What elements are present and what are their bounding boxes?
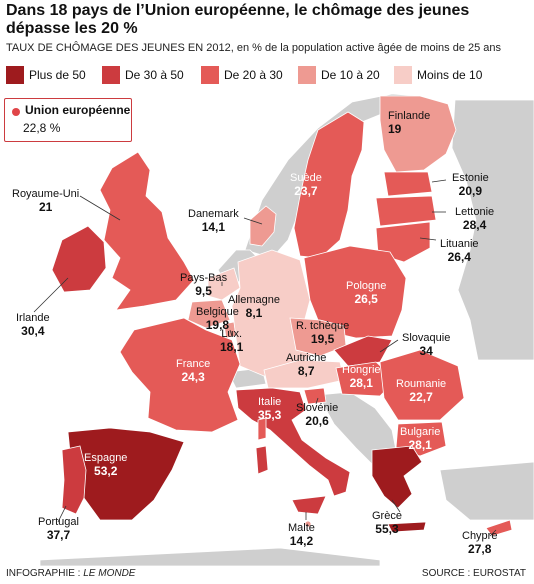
country-royaumeuni — [99, 151, 195, 311]
label-paysbas: Pays-Bas 9,5 — [180, 272, 228, 298]
label-rtcheque: R. tchèque 19,5 — [296, 320, 350, 346]
label-slovenie: Slovénie 20,6 — [296, 402, 339, 428]
label-portugal: Portugal 37,7 — [38, 516, 79, 542]
eu-name: Union européenne — [25, 103, 131, 117]
label-lituanie: Lituanie 26,4 — [440, 238, 479, 264]
country-grece — [371, 445, 423, 509]
legend-swatch — [102, 66, 120, 84]
country-pologne — [303, 245, 407, 339]
label-hongrie: Hongrie 28,1 — [342, 364, 381, 390]
legend-swatch — [6, 66, 24, 84]
label-danemark: Danemark 14,1 — [188, 208, 239, 234]
leader-royaumeuni — [79, 195, 121, 221]
country-portugal — [61, 445, 87, 515]
country-finlande — [379, 95, 457, 173]
legend-label: De 10 à 20 — [321, 68, 380, 82]
country-roumanie — [379, 349, 465, 421]
label-roumanie: Roumanie 22,7 — [396, 378, 447, 404]
country-suede — [293, 111, 365, 259]
leader-slovaquie — [379, 339, 399, 353]
country-grece-crete — [387, 521, 427, 533]
label-lettonie: Lettonie 28,4 — [455, 206, 495, 232]
label-slovaquie: Slovaquie 34 — [402, 332, 451, 358]
label-pologne: Pologne 26,5 — [346, 280, 387, 306]
map-subtitle: TAUX DE CHÔMAGE DES JEUNES EN 2012, en %… — [6, 42, 502, 54]
country-slovenie — [303, 387, 327, 405]
legend-swatch — [394, 66, 412, 84]
label-lux: Lux. 18,1 — [220, 328, 244, 354]
leader-grece — [391, 499, 401, 513]
footer-credit: INFOGRAPHIE : LE MONDE — [6, 568, 136, 579]
label-irlande: Irlande 30,4 — [16, 312, 50, 338]
label-belgique: Belgique 19,8 — [196, 306, 239, 332]
label-espagne: Espagne 53,2 — [84, 452, 128, 478]
legend-item-moins10: Moins de 10 — [394, 65, 482, 85]
country-belgique — [187, 299, 231, 329]
eu-average-box: Union européenne 22,8 % — [4, 98, 132, 142]
leader-lituanie — [419, 237, 437, 241]
country-danemark — [249, 205, 277, 247]
legend-item-20-30: De 20 à 30 — [201, 65, 283, 85]
legend-label: De 20 à 30 — [224, 68, 283, 82]
legend: Plus de 50 De 30 à 50 De 20 à 30 De 10 à… — [6, 65, 526, 87]
label-italie: Italie 35,3 — [258, 396, 282, 422]
label-chypre: Chypre 27,8 — [462, 530, 498, 556]
leader-portugal — [57, 505, 67, 523]
country-paysbas — [207, 267, 241, 301]
label-autriche: Autriche 8,7 — [286, 352, 327, 378]
label-finlande: Finlande 19 — [388, 110, 431, 136]
legend-swatch — [298, 66, 316, 84]
label-france: France 24,3 — [176, 358, 211, 384]
label-bulgarie: Bulgarie 28,1 — [400, 426, 441, 452]
legend-label: Moins de 10 — [417, 68, 483, 82]
legend-item-30-50: De 30 à 50 — [102, 65, 184, 85]
country-estonie — [383, 171, 433, 197]
legend-item-10-20: De 10 à 20 — [298, 65, 380, 85]
label-royaumeuni: Royaume-Uni 21 — [12, 188, 80, 214]
footer-source: SOURCE : EUROSTAT — [421, 568, 526, 579]
country-italie-sardaigne — [255, 445, 269, 475]
map-title: Dans 18 pays de l’Union européenne, le c… — [6, 2, 470, 37]
legend-item-plus50: Plus de 50 — [6, 65, 86, 85]
land-north-africa — [39, 547, 381, 566]
label-grece: Grèce 55,3 — [372, 510, 402, 536]
label-suede: Suède 23,7 — [290, 172, 322, 198]
label-estonie: Estonie 20,9 — [452, 172, 489, 198]
leader-lux — [229, 329, 233, 337]
legend-label: Plus de 50 — [29, 68, 86, 82]
europe-map — [33, 93, 534, 566]
eu-dot-icon — [12, 108, 20, 116]
leader-chypre — [489, 529, 497, 537]
land-russia-east — [451, 99, 534, 361]
leader-estonie — [431, 179, 447, 183]
country-irlande — [51, 225, 107, 293]
country-france — [119, 317, 241, 433]
eu-value: 22,8 % — [23, 121, 61, 135]
country-lettonie — [375, 195, 437, 227]
land-turkey — [439, 461, 534, 521]
legend-label: De 30 à 50 — [125, 68, 184, 82]
legend-swatch — [201, 66, 219, 84]
country-france-corse — [257, 417, 267, 441]
label-allemagne: Allemagne 8,1 — [228, 294, 280, 320]
label-malte: Malte 14,2 — [288, 522, 315, 548]
leader-slovenie — [315, 397, 319, 405]
country-chypre — [485, 519, 513, 537]
leader-danemark — [243, 217, 263, 225]
country-slovaquie — [333, 335, 393, 367]
country-malte — [304, 520, 312, 528]
leader-irlande — [33, 277, 69, 313]
country-italie-sicile — [291, 495, 327, 515]
